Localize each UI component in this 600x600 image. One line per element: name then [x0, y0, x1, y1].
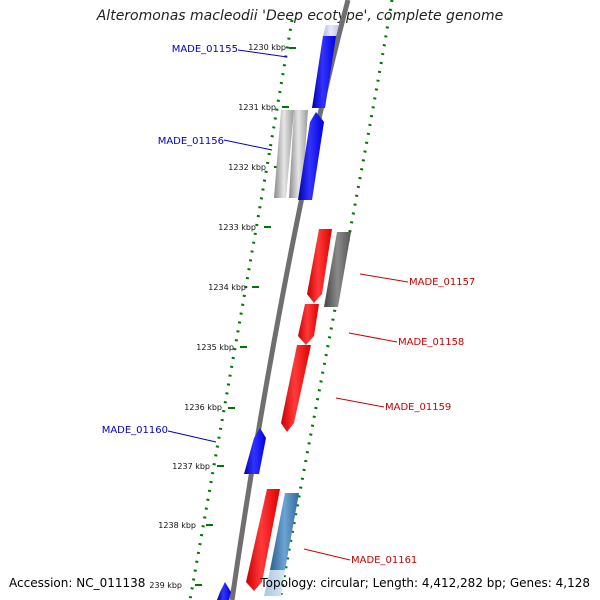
genome-summary-text: Topology: circular; Length: 4,412,282 bp… [260, 576, 590, 590]
gene-label-made-01155[interactable]: MADE_01155 [172, 44, 238, 55]
gene-arrow-pale[interactable] [323, 25, 339, 36]
kbp-label: 1233 kbp [218, 223, 256, 232]
gene-arrow-made-01156[interactable] [298, 112, 324, 200]
gene-arrow-pale-steel[interactable] [264, 570, 285, 596]
kbp-label: 1231 kbp [238, 103, 276, 112]
gene-arrow-made-01159[interactable] [281, 345, 311, 432]
gene-label-made-01159[interactable]: MADE_01159 [385, 402, 451, 413]
kbp-label: 1234 kbp [208, 283, 246, 292]
gene-arrow-made-01161[interactable] [246, 489, 280, 591]
gene-arrow-made-01160[interactable] [244, 428, 266, 474]
kbp-label: 1235 kbp [196, 343, 234, 352]
kbp-label: 1237 kbp [172, 462, 210, 471]
kbp-label: 1232 kbp [228, 163, 266, 172]
gene-label-made-01156[interactable]: MADE_01156 [158, 136, 224, 147]
kbp-label: 1236 kbp [184, 403, 222, 412]
gene-arrow-steel-blue[interactable] [270, 493, 299, 570]
leader-lines [167, 49, 409, 561]
genome-title: Alteromonas macleodii 'Deep ecotype', co… [96, 8, 504, 24]
gene-label-made-01157[interactable]: MADE_01157 [409, 277, 475, 288]
gene-arrow-gray[interactable] [274, 110, 294, 198]
gene-label-made-01158[interactable]: MADE_01158 [398, 337, 464, 348]
gene-label-made-01161[interactable]: MADE_01161 [351, 555, 417, 566]
gene-arrow-partial[interactable] [217, 582, 231, 600]
gene-arrow-dark-gray[interactable] [324, 232, 351, 307]
kbp-label: 239 kbp [149, 581, 182, 590]
gene-arrow-made-01157[interactable] [307, 229, 332, 303]
gene-label-made-01160[interactable]: MADE_01160 [102, 425, 168, 436]
kbp-label: 1238 kbp [158, 521, 196, 530]
gene-arrow-made-01158[interactable] [298, 304, 319, 345]
gene-arrow-made-01155[interactable] [312, 36, 336, 108]
accession-text: Accession: NC_011138 [9, 576, 146, 590]
kbp-label: 1230 kbp [248, 43, 286, 52]
